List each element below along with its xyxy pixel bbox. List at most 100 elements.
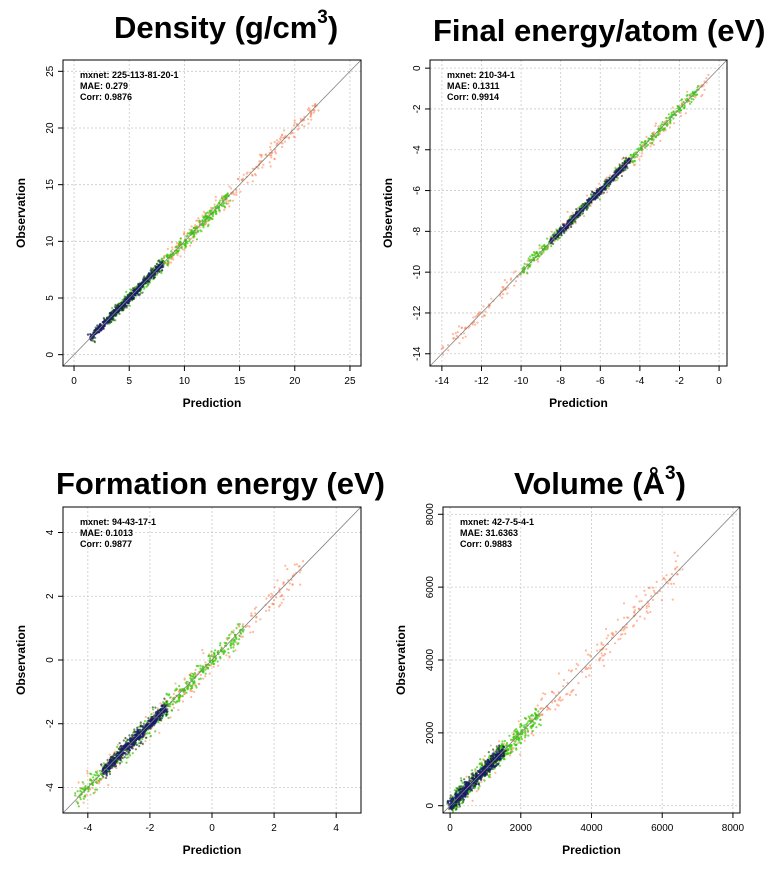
- data-point: [532, 734, 535, 737]
- data-point: [113, 760, 117, 764]
- data-point: [146, 732, 149, 735]
- data-point: [603, 664, 606, 667]
- data-point: [542, 692, 545, 695]
- data-point: [653, 591, 656, 594]
- data-point: [688, 93, 691, 96]
- data-point: [557, 698, 560, 701]
- data-point: [537, 260, 540, 263]
- data-point: [546, 237, 549, 240]
- x-tick-label: -6: [596, 376, 605, 387]
- data-point: [570, 214, 573, 217]
- data-point: [601, 654, 604, 657]
- data-point: [671, 106, 674, 109]
- data-point: [610, 632, 613, 635]
- data-point: [645, 604, 648, 608]
- data-point: [271, 594, 274, 597]
- data-point: [134, 739, 138, 742]
- data-point: [643, 617, 646, 620]
- data-point: [499, 294, 502, 297]
- data-point: [520, 735, 523, 739]
- data-point: [162, 701, 165, 704]
- data-point: [149, 269, 152, 272]
- data-point: [287, 137, 290, 140]
- data-point: [189, 674, 192, 677]
- data-point: [616, 618, 619, 621]
- data-point: [470, 769, 474, 772]
- data-point: [75, 800, 78, 803]
- data-point: [588, 674, 591, 677]
- data-point: [578, 205, 581, 208]
- data-point: [235, 641, 238, 644]
- data-point: [475, 790, 478, 793]
- x-tick-label: -10: [514, 376, 529, 387]
- data-point: [546, 246, 549, 249]
- data-point: [527, 257, 530, 260]
- x-axis-title: Prediction: [183, 843, 242, 857]
- data-point: [559, 696, 562, 699]
- data-point: [509, 754, 512, 757]
- data-point: [242, 628, 245, 631]
- data-point: [167, 716, 170, 720]
- model-annotation: mxnet: 94-43-17-1: [80, 517, 156, 527]
- x-tick-label: 0: [209, 823, 215, 834]
- data-point: [128, 304, 131, 307]
- data-point: [270, 142, 273, 145]
- data-point: [137, 289, 141, 293]
- data-point: [554, 708, 557, 711]
- data-point: [478, 763, 481, 766]
- data-point: [533, 254, 536, 257]
- data-point: [97, 782, 101, 785]
- data-point: [209, 655, 212, 658]
- data-point: [617, 638, 620, 641]
- data-points: [86, 103, 320, 344]
- data-point: [126, 304, 129, 307]
- data-point: [154, 706, 157, 709]
- data-point: [211, 215, 214, 218]
- data-point: [159, 702, 162, 705]
- data-point: [133, 730, 137, 733]
- data-point: [214, 195, 217, 198]
- data-point: [84, 785, 87, 788]
- data-point: [633, 611, 636, 614]
- data-point: [153, 269, 156, 272]
- data-point: [199, 664, 202, 667]
- data-point: [541, 713, 544, 716]
- data-point: [122, 304, 126, 307]
- data-point: [620, 174, 623, 178]
- data-point: [133, 734, 136, 737]
- model-annotation: MAE: 0.279: [80, 81, 128, 91]
- data-point: [221, 204, 224, 208]
- data-point: [105, 763, 108, 766]
- data-point: [516, 731, 519, 734]
- data-point: [680, 99, 683, 102]
- data-point: [95, 781, 98, 784]
- data-point: [514, 730, 517, 733]
- data-point: [110, 317, 114, 321]
- data-point: [287, 588, 290, 591]
- data-point: [614, 630, 618, 633]
- data-point: [114, 313, 118, 316]
- data-point: [212, 665, 215, 668]
- data-point: [232, 629, 235, 632]
- data-point: [184, 689, 187, 692]
- data-point: [142, 279, 145, 282]
- data-point: [149, 272, 152, 275]
- data-point: [181, 248, 184, 251]
- data-points: [74, 560, 305, 808]
- data-point: [683, 106, 686, 109]
- data-point: [517, 720, 520, 723]
- data-point: [662, 577, 665, 580]
- data-point: [311, 104, 314, 107]
- data-point: [163, 713, 166, 716]
- data-point: [102, 762, 105, 765]
- data-point: [293, 136, 296, 139]
- data-point: [288, 582, 291, 585]
- data-point: [466, 795, 469, 798]
- data-point: [674, 113, 678, 117]
- data-point: [105, 770, 109, 773]
- data-point: [232, 650, 235, 653]
- data-point: [508, 734, 511, 737]
- data-point: [89, 788, 92, 791]
- data-point: [147, 272, 150, 276]
- data-point: [447, 349, 450, 352]
